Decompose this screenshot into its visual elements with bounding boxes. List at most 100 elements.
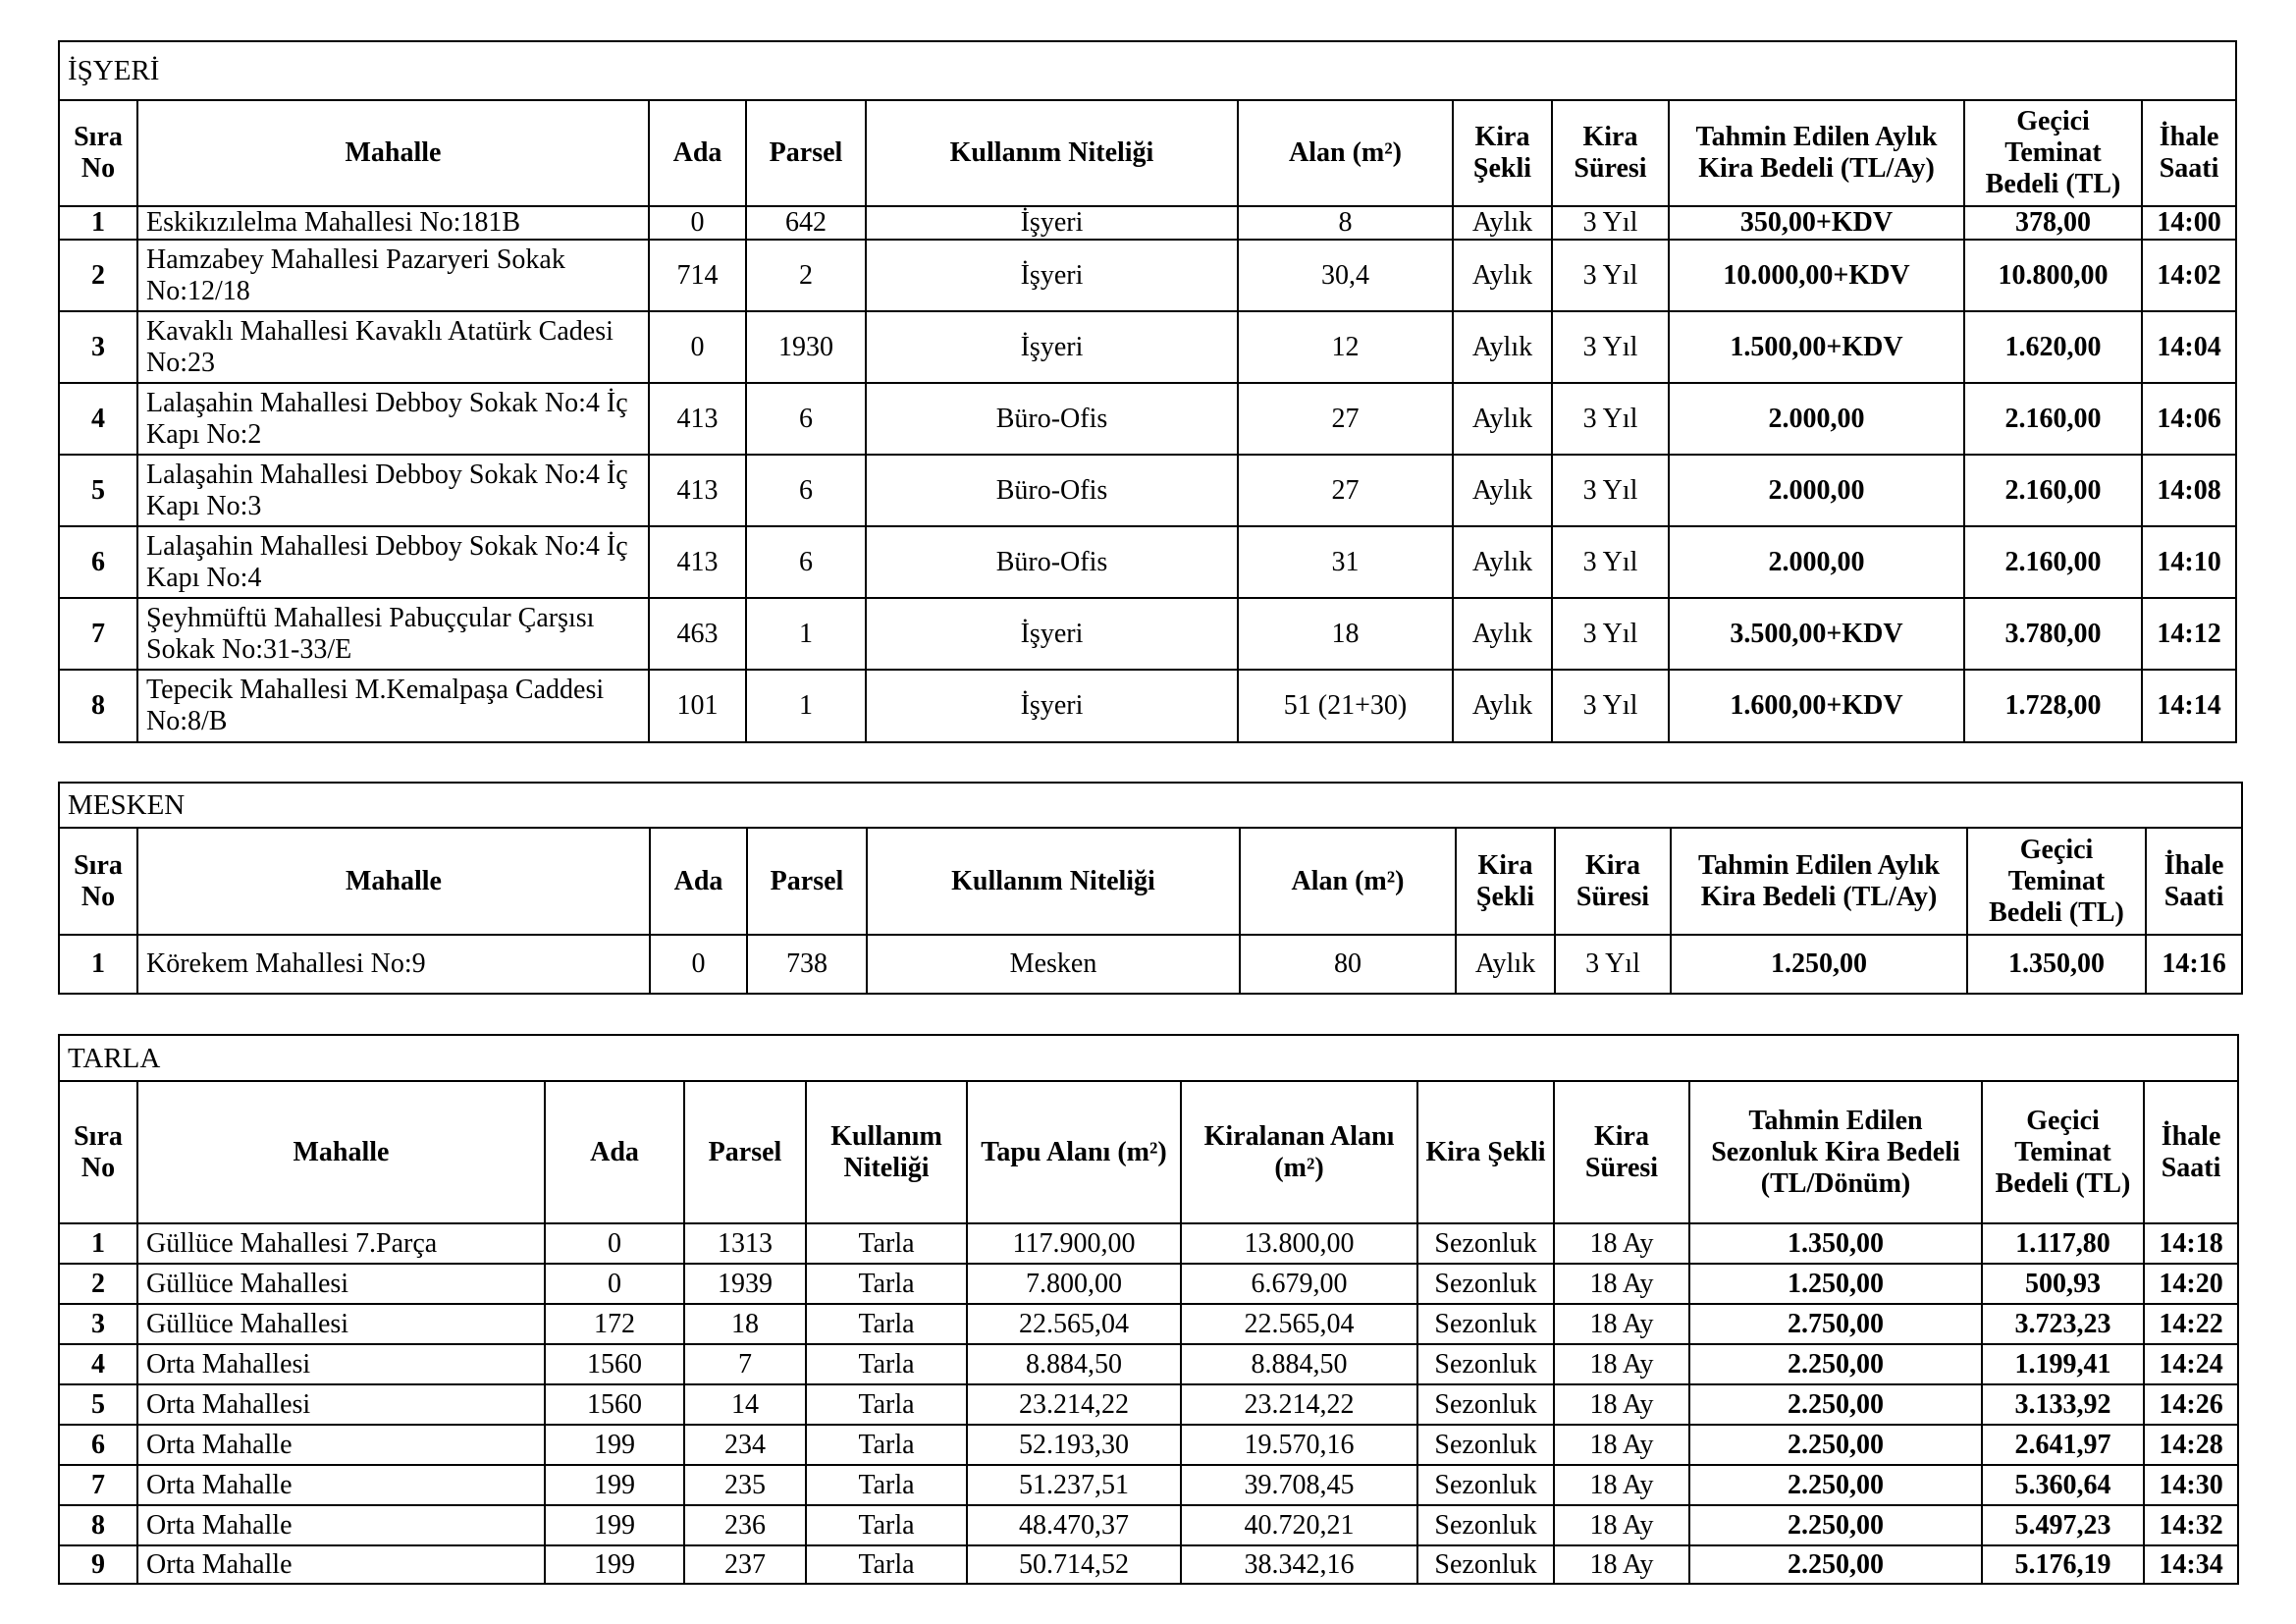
table-cell: 3.500,00+KDV <box>1668 597 1965 671</box>
table-cell: Tarla <box>805 1383 968 1426</box>
table-cell: 3.723,23 <box>1981 1303 2145 1345</box>
table-cell: 39.708,45 <box>1180 1464 1418 1506</box>
table-cell: Körekem Mahallesi No:9 <box>136 934 651 995</box>
table-cell: Tarla <box>805 1504 968 1546</box>
table-cell: 3 Yıl <box>1551 669 1670 743</box>
table-cell: 2.000,00 <box>1668 454 1965 527</box>
table-cell: 51 (21+30) <box>1237 669 1454 743</box>
table-cell: 1560 <box>544 1383 685 1426</box>
table-cell: 10.800,00 <box>1963 239 2143 312</box>
table-cell: 14:12 <box>2140 597 2238 671</box>
column-header: Parsel <box>746 827 868 936</box>
table-cell: 3 Yıl <box>1551 597 1670 671</box>
table-cell: Sezonluk <box>1416 1424 1555 1466</box>
table-cell: 235 <box>683 1464 807 1506</box>
table-cell: 2.750,00 <box>1688 1303 1983 1345</box>
table-cell: 101 <box>648 669 747 743</box>
table-cell: 18 Ay <box>1553 1263 1690 1305</box>
column-header: Sıra No <box>58 827 138 936</box>
table-cell: Şeyhmüftü Mahallesi Pabuççular Çarşısı S… <box>136 597 650 671</box>
table-cell: 2.641,97 <box>1981 1424 2145 1466</box>
table-cell: 1.350,00 <box>1688 1222 1983 1265</box>
table-cell: Büro-Ofis <box>865 454 1239 527</box>
column-header: Kullanım Niteliği <box>805 1080 968 1224</box>
table-row: 1 Körekem Mahallesi No:9 0 738 Mesken 80 Aylık… <box>58 934 2244 995</box>
column-header: Sıra No <box>58 99 138 207</box>
column-header: Kullanım Niteliği <box>865 99 1239 207</box>
table-cell: 1 <box>58 205 138 241</box>
table-cell: 14:22 <box>2142 1303 2240 1345</box>
section-title: İŞYERİ <box>57 40 2238 101</box>
column-header: Tahmin Edilen Sezonluk Kira Bedeli (TL/D… <box>1688 1080 1983 1224</box>
table-cell: Tepecik Mahallesi M.Kemalpaşa Caddesi No… <box>136 669 650 743</box>
table-cell: 5.360,64 <box>1981 1464 2145 1506</box>
table-cell: Sezonluk <box>1416 1464 1555 1506</box>
column-header: Kullanım Niteliği <box>866 827 1241 936</box>
table-cell: Tarla <box>805 1544 968 1585</box>
table-row: 8 Tepecik Mahallesi M.Kemalpaşa Caddesi N… <box>58 669 2238 743</box>
table-cell: İşyeri <box>865 310 1239 384</box>
table-cell: 3 <box>58 1303 138 1345</box>
table-cell: Aylık <box>1452 310 1553 384</box>
table-cell: 413 <box>648 525 747 599</box>
table-cell: 1.500,00+KDV <box>1668 310 1965 384</box>
table-cell: Sezonluk <box>1416 1222 1555 1265</box>
table-cell: 14:26 <box>2142 1383 2240 1426</box>
table-cell: 52.193,30 <box>966 1424 1182 1466</box>
table-cell: 199 <box>544 1464 685 1506</box>
table-cell: 1 <box>58 934 138 995</box>
section-title: MESKEN <box>57 782 2244 829</box>
column-header: Ada <box>544 1080 685 1224</box>
table-row: 6 Lalaşahin Mahallesi Debboy Sokak No:4 İ… <box>58 525 2238 599</box>
column-header: İhale Saati <box>2142 1080 2240 1224</box>
table-cell: İşyeri <box>865 239 1239 312</box>
table-cell: 14:18 <box>2142 1222 2240 1265</box>
table-cell: Hamzabey Mahallesi Pazaryeri Sokak No:12… <box>136 239 650 312</box>
table-cell: 3.133,92 <box>1981 1383 2145 1426</box>
table-cell: 4 <box>58 1343 138 1385</box>
table-cell: 31 <box>1237 525 1454 599</box>
table-cell: Orta Mahallesi <box>136 1383 546 1426</box>
table-row: 9 Orta Mahalle 199 237 Tarla 50.714,52 38.342,… <box>58 1544 2240 1585</box>
table-cell: 18 Ay <box>1553 1424 1690 1466</box>
table-cell: Orta Mahallesi <box>136 1343 546 1385</box>
table-cell: 714 <box>648 239 747 312</box>
column-header: İhale Saati <box>2140 99 2238 207</box>
table-cell: 8.884,50 <box>1180 1343 1418 1385</box>
table-cell: 0 <box>648 205 747 241</box>
table-cell: Aylık <box>1452 205 1553 241</box>
table-cell: 3 Yıl <box>1554 934 1672 995</box>
table-cell: 40.720,21 <box>1180 1504 1418 1546</box>
table-cell: 2.250,00 <box>1688 1544 1983 1585</box>
table-cell: 30,4 <box>1237 239 1454 312</box>
table-cell: Sezonluk <box>1416 1544 1555 1585</box>
table-cell: 0 <box>544 1222 685 1265</box>
table-cell: 13.800,00 <box>1180 1222 1418 1265</box>
table-cell: 8 <box>58 1504 138 1546</box>
table-cell: Kavaklı Mahallesi Kavaklı Atatürk Cadesi… <box>136 310 650 384</box>
table-cell: 18 Ay <box>1553 1222 1690 1265</box>
table-cell: İşyeri <box>865 205 1239 241</box>
table-cell: 2.250,00 <box>1688 1343 1983 1385</box>
column-header: Kira Süresi <box>1554 827 1672 936</box>
table-row: 1 Güllüce Mahallesi 7.Parça 0 1313 Tarla 117.… <box>58 1222 2240 1265</box>
table-cell: 18 <box>1237 597 1454 671</box>
table-cell: 1.620,00 <box>1963 310 2143 384</box>
table-cell: Sezonluk <box>1416 1303 1555 1345</box>
table-cell: 2 <box>58 239 138 312</box>
table-cell: 38.342,16 <box>1180 1544 1418 1585</box>
table-row: 5 Orta Mahallesi 1560 14 Tarla 23.214,22 23.21… <box>58 1383 2240 1426</box>
table-cell: Tarla <box>805 1464 968 1506</box>
table-cell: 172 <box>544 1303 685 1345</box>
table-row: 4 Orta Mahallesi 1560 7 Tarla 8.884,50 8.884,5… <box>58 1343 2240 1385</box>
table-cell: 8.884,50 <box>966 1343 1182 1385</box>
table-cell: 3 Yıl <box>1551 382 1670 456</box>
table-cell: 14:02 <box>2140 239 2238 312</box>
table-cell: 51.237,51 <box>966 1464 1182 1506</box>
table-cell: 18 Ay <box>1553 1383 1690 1426</box>
table-cell: 5.176,19 <box>1981 1544 2145 1585</box>
table-cell: 1.250,00 <box>1670 934 1968 995</box>
table-cell: 14:32 <box>2142 1504 2240 1546</box>
table-cell: İşyeri <box>865 597 1239 671</box>
table-cell: 234 <box>683 1424 807 1466</box>
